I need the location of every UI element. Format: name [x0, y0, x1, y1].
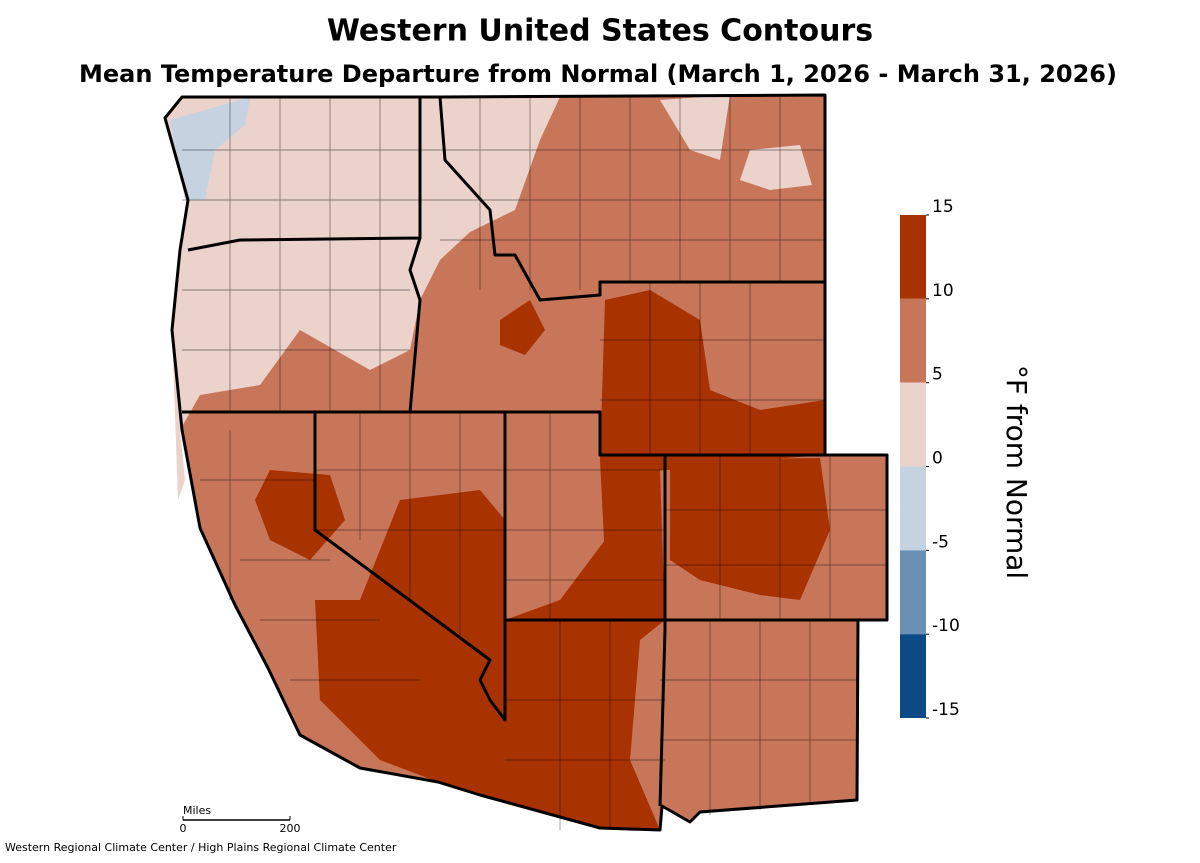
scale-bar: 0 200 [180, 816, 301, 835]
colorbar-tick-label: -5 [932, 532, 949, 552]
region-dark [500, 300, 545, 355]
title: Western United States Contours [327, 14, 873, 49]
region-dark [670, 458, 830, 600]
colorbar-bin [900, 466, 926, 551]
scale-tick-label: 0 [180, 822, 187, 835]
colorbar-bin [900, 634, 926, 718]
colorbar-tick-label: -10 [932, 616, 960, 636]
credit: Western Regional Climate Center / High P… [5, 841, 397, 854]
colorbar-tick-label: 10 [932, 281, 954, 301]
region-light [165, 97, 560, 500]
colorbar-tick-label: 0 [932, 449, 943, 469]
scale-tick-label: 200 [280, 822, 301, 835]
colorbar-tick-label: -15 [932, 700, 960, 720]
colorbar-label: °F from Normal [1000, 365, 1033, 579]
subtitle: Mean Temperature Departure from Normal (… [79, 60, 1117, 88]
map [163, 93, 889, 832]
county-lines [182, 97, 887, 830]
colorbar-tick-label: 15 [932, 197, 954, 217]
region-dark [600, 290, 825, 560]
colorbar-bin [900, 298, 926, 383]
colorbar-bin [900, 215, 926, 299]
colorbar-bin [900, 382, 926, 467]
region-dark [315, 470, 665, 830]
scale-unit: Miles [183, 804, 211, 817]
colorbar-bin [900, 550, 926, 635]
colorbar: 15 10 5 0 -5 -10 -15 [900, 197, 960, 720]
region-dark [255, 470, 345, 560]
region-light [740, 145, 812, 190]
region-light [660, 95, 730, 160]
state-borders [163, 93, 889, 832]
colorbar-tick-label: 5 [932, 365, 943, 385]
